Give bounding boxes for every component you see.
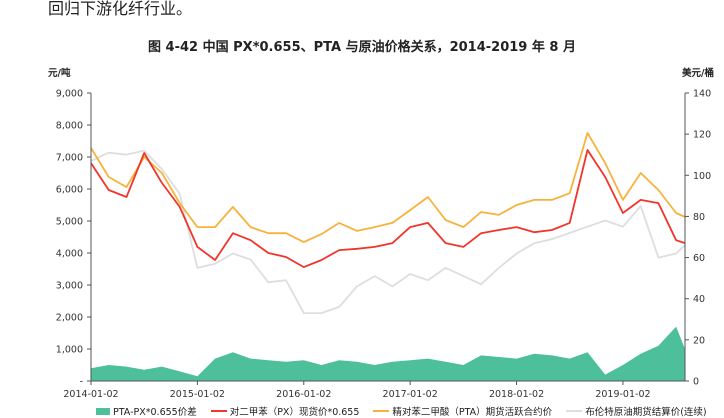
legend: PTA-PX*0.655价差 对二甲苯（PX）现货价*0.655 精对苯二甲酸（… — [96, 404, 707, 418]
y-left-tick-label: 1,000 — [56, 345, 83, 356]
x-tick-label: 2017-01-02 — [383, 389, 438, 400]
intro-text: 回归下游化纤行业。 — [48, 0, 193, 18]
x-tick-label: 2019-01-02 — [595, 389, 650, 400]
y-left-tick-label: 6,000 — [56, 185, 83, 196]
legend-item-brent: 布伦特原油期货结算价(连续) — [566, 404, 707, 418]
y-right-tick-label: 0 — [693, 377, 699, 388]
series-line-3 — [90, 149, 686, 314]
series-line-1 — [90, 149, 686, 268]
figure-title: 图 4-42 中国 PX*0.655、PTA 与原油价格关系，2014-2019… — [148, 40, 576, 55]
legend-label: PTA-PX*0.655价差 — [113, 407, 197, 418]
y-right-tick-label: 100 — [693, 171, 711, 182]
y-right-tick-label: 140 — [693, 89, 711, 100]
legend-label: 精对苯二甲酸（PTA）期货活跃合约价 — [392, 407, 553, 418]
legend-item-spread: PTA-PX*0.655价差 — [96, 404, 197, 418]
y-right-tick-label: 80 — [693, 212, 705, 223]
y-left-tick-label: 9,000 — [56, 89, 83, 100]
legend-swatch — [96, 407, 110, 415]
legend-label: 对二甲苯（PX）现货价*0.655 — [229, 407, 360, 418]
y-left-tick-label: 7,000 — [56, 153, 83, 164]
x-tick-label: 2016-01-02 — [276, 389, 331, 400]
y-left-tick-label: 8,000 — [56, 121, 83, 132]
legend-swatch — [566, 410, 583, 412]
legend-swatch — [210, 410, 227, 412]
y-left-tick-label: 4,000 — [56, 249, 83, 260]
series-line-2 — [90, 132, 686, 243]
x-tick-label: 2015-01-02 — [170, 389, 225, 400]
y-right-unit: 美元/桶 — [681, 67, 714, 79]
x-tick-label: 2014-01-02 — [63, 389, 118, 400]
series-area-spread — [91, 326, 685, 381]
legend-item-px: 对二甲苯（PX）现货价*0.655 — [210, 404, 360, 418]
y-left-tick-label: - — [80, 377, 83, 388]
legend-item-pta: 精对苯二甲酸（PTA）期货活跃合约价 — [373, 404, 552, 418]
y-right-tick-label: 40 — [693, 294, 705, 305]
y-right-tick-label: 120 — [693, 130, 711, 141]
y-left-unit: 元/吨 — [48, 67, 71, 79]
y-right-tick-label: 60 — [693, 253, 705, 264]
legend-label: 布伦特原油期货结算价(连续) — [585, 407, 707, 418]
y-left-tick-label: 3,000 — [56, 281, 83, 292]
y-left-tick-label: 2,000 — [56, 313, 83, 324]
legend-swatch — [373, 410, 390, 412]
y-left-tick-label: 5,000 — [56, 217, 83, 228]
y-right-tick-label: 20 — [693, 335, 705, 346]
x-tick-label: 2018-01-02 — [489, 389, 544, 400]
